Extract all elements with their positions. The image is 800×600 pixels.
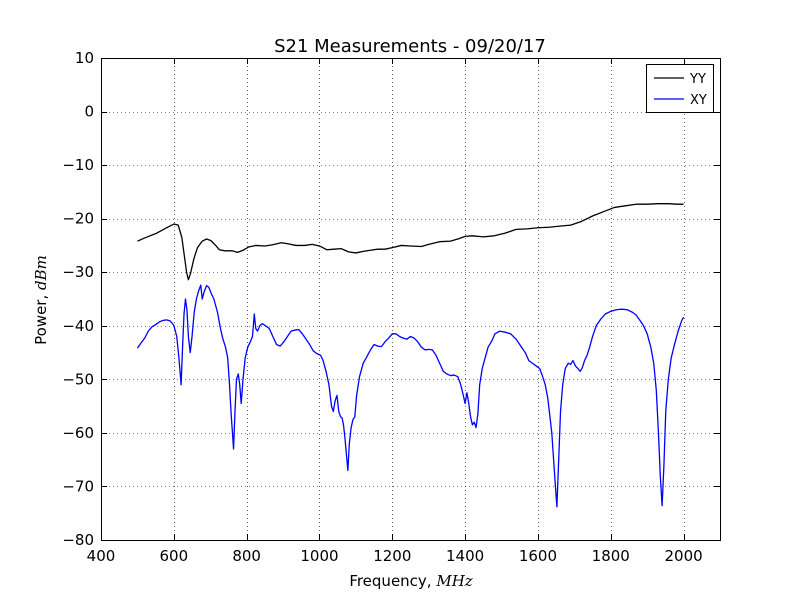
y-axis-label-unit: dBm [32, 255, 50, 290]
y-tick-label: 0 [84, 103, 94, 121]
x-axis-label-unit: MHz [435, 572, 472, 590]
y-tick-label: −60 [62, 424, 94, 442]
series-line-xy [136, 284, 685, 508]
x-tick-label: 1200 [373, 547, 411, 565]
y-axis-label: Power, dBm [32, 255, 50, 345]
y-tick-label: −10 [62, 156, 94, 174]
chart-title: S21 Measurements - 09/20/17 [274, 36, 546, 57]
legend-label-xy: XY [690, 93, 707, 108]
y-axis-label-prefix: Power, [32, 290, 50, 345]
legend: YY XY [646, 64, 714, 113]
y-tick-label: −50 [62, 370, 94, 388]
x-axis-label-prefix: Frequency, [349, 572, 436, 590]
series-line-yy [137, 203, 684, 281]
x-tick-label: 2000 [664, 547, 702, 565]
x-tick-label: 1400 [446, 547, 484, 565]
y-tick-label: 10 [75, 49, 94, 67]
legend-box [646, 64, 714, 113]
ticks [101, 58, 720, 541]
x-tick-label: 1000 [300, 547, 338, 565]
x-tick-label: 800 [232, 547, 261, 565]
x-tick-label: 1800 [592, 547, 630, 565]
y-tick-label: −70 [62, 477, 94, 495]
series-group [136, 203, 685, 508]
y-tick-labels: 10 0 −10 −20 −30 −40 −50 −60 −70 −80 [62, 49, 94, 549]
legend-label-yy: YY [689, 72, 706, 87]
x-axis-label: Frequency, MHz [349, 572, 472, 590]
x-tick-label: 400 [87, 547, 116, 565]
y-tick-label: −30 [62, 263, 94, 281]
grid [101, 58, 720, 540]
x-tick-label: 600 [160, 547, 189, 565]
y-tick-label: −20 [62, 210, 94, 228]
y-tick-label: −80 [62, 531, 94, 549]
plot-frame [101, 58, 721, 541]
x-tick-label: 1600 [519, 547, 557, 565]
y-tick-label: −40 [62, 317, 94, 335]
x-tick-labels: 400 600 800 1000 1200 1400 1600 1800 2000 [87, 547, 703, 565]
